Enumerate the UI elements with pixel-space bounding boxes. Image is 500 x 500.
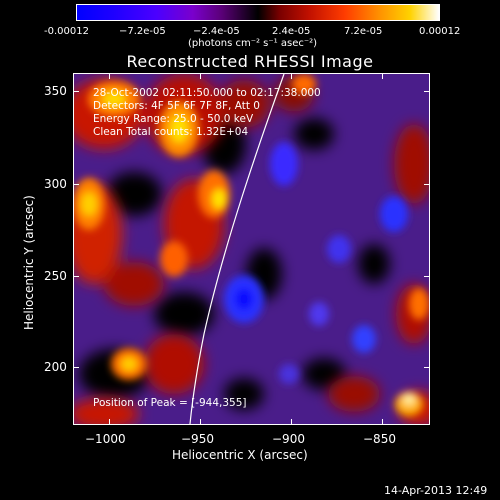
colorbar-tick-label: −7.2e-05 [119, 26, 166, 37]
y-tick-mark [73, 367, 79, 368]
image-bright-regions [74, 74, 429, 416]
colorbar-tick-label: 7.2e-05 [344, 26, 383, 37]
info-line-energy-range: Energy Range: 25.0 - 50.0 keV [93, 113, 254, 125]
x-tick-label: −1000 [85, 432, 126, 446]
y-tick-mark-right [424, 367, 430, 368]
x-tick-label: −950 [181, 432, 214, 446]
x-tick-mark [109, 419, 110, 425]
colorbar [76, 4, 440, 21]
colorbar-tick-label: 2.4e-05 [272, 26, 311, 37]
x-tick-mark-top [109, 73, 110, 79]
y-tick-label: 200 [44, 360, 67, 374]
x-tick-mark-top [291, 73, 292, 79]
generation-timestamp: 14-Apr-2013 12:49 [384, 484, 488, 497]
x-tick-mark [200, 419, 201, 425]
y-tick-mark [73, 91, 79, 92]
info-line-time-range: 28-Oct-2002 02:11:50.000 to 02:17:38.000 [93, 87, 321, 99]
y-tick-label: 350 [44, 84, 67, 98]
peak-position-label: Position of Peak = [-944,355] [93, 397, 247, 409]
colorbar-tick-label: -0.00012 [44, 26, 89, 37]
y-tick-label: 300 [44, 177, 67, 191]
y-tick-mark-right [424, 276, 430, 277]
y-tick-mark-right [424, 184, 430, 185]
x-tick-label: −900 [272, 432, 305, 446]
image-blue-regions [224, 142, 408, 384]
rhessi-image-plot: 28-Oct-2002 02:11:50.000 to 02:17:38.000… [73, 73, 430, 425]
x-tick-mark-top [200, 73, 201, 79]
x-axis-title: Heliocentric X (arcsec) [172, 448, 308, 462]
info-line-counts: Clean Total counts: 1.32E+04 [93, 126, 249, 138]
x-tick-mark [382, 419, 383, 425]
x-tick-mark-top [382, 73, 383, 79]
y-axis-title: Heliocentric Y (arcsec) [22, 195, 36, 330]
y-tick-label: 250 [44, 269, 67, 283]
info-line-detectors: Detectors: 4F 5F 6F 7F 8F, Att 0 [93, 100, 260, 112]
y-tick-mark-right [424, 91, 430, 92]
y-tick-mark [73, 184, 79, 185]
rhessi-image-canvas [74, 74, 429, 424]
colorbar-tick-label: −2.4e-05 [193, 26, 240, 37]
solar-limb-line [189, 74, 285, 424]
x-tick-mark [291, 419, 292, 425]
colorbar-units-label: (photons cm⁻² s⁻¹ asec⁻²) [188, 38, 318, 49]
y-tick-mark [73, 276, 79, 277]
x-tick-label: −850 [363, 432, 396, 446]
colorbar-tick-label: 0.00012 [419, 26, 461, 37]
plot-title: Reconstructed RHESSI Image [126, 52, 374, 71]
